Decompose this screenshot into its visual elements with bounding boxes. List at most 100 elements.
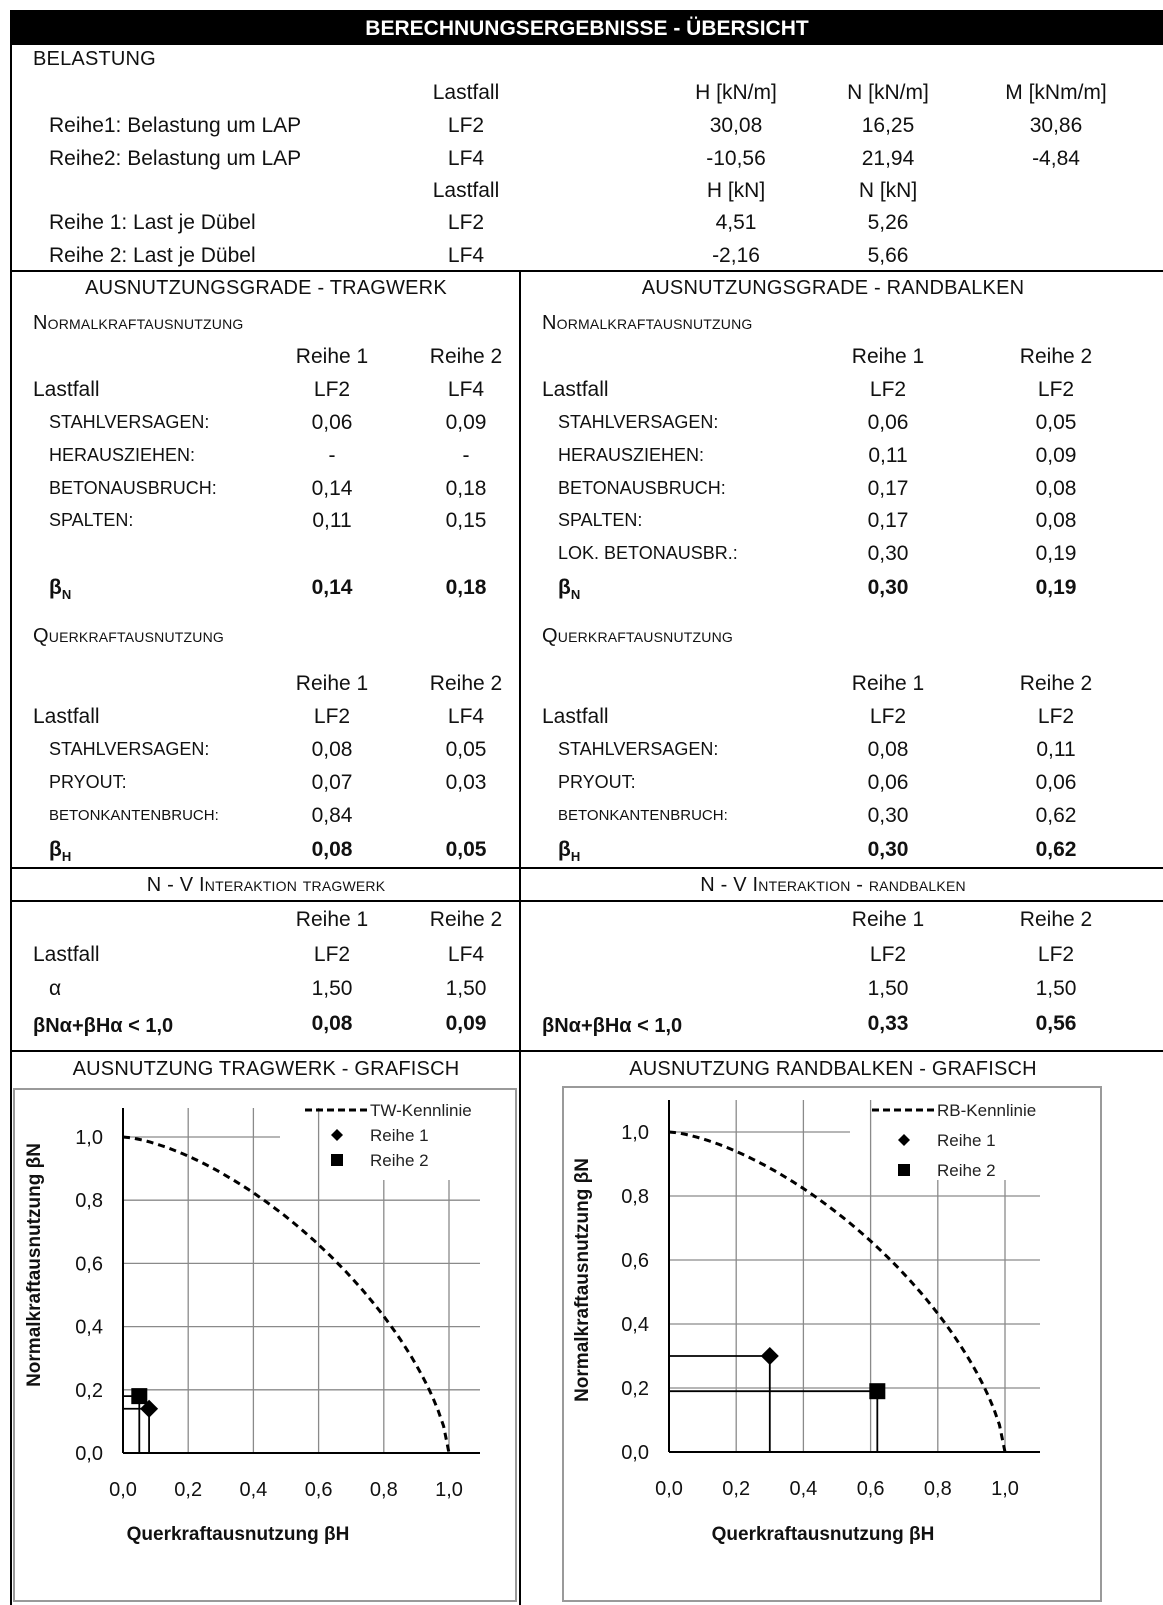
- beta-sub: N: [61, 587, 72, 603]
- tw-beta-n-v2: 0,18: [445, 576, 487, 599]
- rb-q-row-v2: 0,06: [1035, 771, 1077, 794]
- rb-n-row-v2: 0,19: [1035, 542, 1077, 565]
- legend-series-label: Reihe 1: [370, 1126, 429, 1145]
- legend-square-icon: [898, 1164, 910, 1176]
- x-axis-label: Querkraftausnutzung βH: [127, 1524, 350, 1545]
- rb-q-lf2: LF2: [1037, 705, 1075, 728]
- row-lf: LF2: [447, 114, 485, 137]
- tw-nv-col1: Reihe 1: [295, 908, 369, 931]
- x-tick-label: 0,6: [305, 1479, 333, 1501]
- divider-vertical: [519, 270, 521, 1605]
- row2-lf: LF4: [447, 244, 485, 267]
- x-tick-label: 0,0: [109, 1479, 137, 1501]
- tw-n-row-v1: 0,06: [311, 411, 353, 434]
- divider-nv-sub: [10, 900, 1163, 902]
- tw-nv-crit2: 0,09: [445, 1012, 487, 1035]
- tw-n-lf1: LF2: [313, 378, 351, 401]
- tw-nv-lf1: LF2: [313, 943, 351, 966]
- rb-n-row-v1: 0,17: [867, 477, 909, 500]
- page-title: BERECHNUNGSERGEBNISSE - ÜBERSICHT: [365, 17, 809, 40]
- rb-nv-crit2: 0,56: [1035, 1012, 1077, 1035]
- tw-n-row-label: BETONAUSBRUCH:: [49, 478, 217, 498]
- tw-q-row-label: BETONKANTENBRUCH:: [49, 807, 219, 824]
- divider-graph: [10, 1050, 1163, 1052]
- tw-q-col1: Reihe 1: [295, 672, 369, 695]
- row-m: 30,86: [1029, 114, 1083, 137]
- col-m: M [kNm/m]: [1005, 81, 1107, 104]
- beta-symbol: β: [558, 838, 571, 861]
- legend-series-label: Reihe 2: [370, 1151, 429, 1170]
- rb-nv-alpha1: 1,50: [867, 977, 909, 1000]
- y-tick-label: 0,0: [621, 1442, 649, 1464]
- tw-n-col1: Reihe 1: [295, 345, 369, 368]
- tw-nv-lastfall: Lastfall: [33, 943, 100, 966]
- x-axis-label: Querkraftausnutzung βH: [712, 1524, 935, 1545]
- rb-n-row-label: HERAUSZIEHEN:: [558, 445, 705, 465]
- tw-n-row-label: STAHLVERSAGEN:: [49, 412, 210, 432]
- tw-nv-alpha1: 1,50: [311, 977, 353, 1000]
- y-tick-label: 0,6: [75, 1253, 103, 1275]
- y-tick-label: 0,6: [621, 1250, 649, 1272]
- col-h2: H [kN]: [706, 179, 766, 202]
- beta-symbol: β: [49, 838, 62, 861]
- tw-n-col2: Reihe 2: [429, 345, 503, 368]
- tw-q-row-v2: 0,03: [445, 771, 487, 794]
- x-tick-label: 1,0: [435, 1479, 463, 1501]
- rb-q-row-label: BETONKANTENBRUCH:: [558, 807, 728, 824]
- col-n: N [kN/m]: [847, 81, 929, 104]
- x-tick-label: 0,8: [370, 1479, 398, 1501]
- rb-beta-h-v2: 0,62: [1035, 838, 1077, 861]
- legend-diamond-icon: [331, 1129, 343, 1141]
- x-tick-label: 0,8: [924, 1478, 952, 1500]
- rb-graph-heading: AUSNUTZUNG RANDBALKEN - GRAFISCH: [629, 1058, 1037, 1080]
- tw-beta-n-v1: 0,14: [311, 576, 353, 599]
- tw-q-row-v2: 0,05: [445, 738, 487, 761]
- x-tick-label: 0,0: [655, 1478, 683, 1500]
- rb-n-row-v2: 0,08: [1035, 477, 1077, 500]
- row-lf: LF4: [447, 147, 485, 170]
- rb-q-col2: Reihe 2: [1019, 672, 1093, 695]
- rb-n-row-v1: 0,06: [867, 411, 909, 434]
- row-n: 16,25: [861, 114, 915, 137]
- beta-sub: N: [570, 587, 581, 603]
- rb-beta-h-v1: 0,30: [867, 838, 909, 861]
- row-n: 21,94: [861, 147, 915, 170]
- rb-n-lastfall: Lastfall: [542, 378, 609, 401]
- y-tick-label: 0,4: [621, 1314, 649, 1336]
- col-lastfall2: Lastfall: [432, 179, 500, 202]
- rb-n-row-v1: 0,17: [867, 509, 909, 532]
- tw-q-row-label: STAHLVERSAGEN:: [49, 739, 210, 759]
- tw-q-row-label: PRYOUT:: [49, 772, 127, 792]
- interaction-curve: [122, 1135, 451, 1454]
- x-tick-label: 1,0: [991, 1478, 1019, 1500]
- rb-n-row-v2: 0,09: [1035, 444, 1077, 467]
- rb-nv-lf2: LF2: [1037, 943, 1075, 966]
- tw-nv-alpha2: 1,50: [445, 977, 487, 1000]
- data-point-diamond: [760, 1347, 779, 1365]
- tw-n-row-v2: 0,09: [445, 411, 487, 434]
- tw-n-row-v2: 0,18: [445, 477, 487, 500]
- rb-n-row-label: STAHLVERSAGEN:: [558, 412, 719, 432]
- row2-label: Reihe 2: Last je Dübel: [49, 244, 256, 267]
- rb-nv-alpha2: 1,50: [1035, 977, 1077, 1000]
- x-tick-label: 0,4: [239, 1479, 267, 1501]
- rb-q-lastfall: Lastfall: [542, 705, 609, 728]
- row2-n: 5,26: [867, 211, 909, 234]
- randbalken-heading: AUSNUTZUNGSGRADE - RANDBALKEN: [641, 277, 1025, 299]
- tw-graph-heading: AUSNUTZUNG TRAGWERK - GRAFISCH: [72, 1058, 460, 1080]
- beta-sub: H: [61, 849, 72, 865]
- rb-q-row-label: PRYOUT:: [558, 772, 636, 792]
- y-axis-label: Normalkraftausnutzung βN: [24, 1143, 45, 1387]
- rb-q-row-v1: 0,08: [867, 738, 909, 761]
- rb-n-lf1: LF2: [869, 378, 907, 401]
- x-tick-label: 0,6: [857, 1478, 885, 1500]
- rb-beta-h-label: βH: [558, 839, 580, 863]
- row-h: -10,56: [706, 147, 766, 170]
- rb-beta-n-v2: 0,19: [1035, 576, 1077, 599]
- row2-lf: LF2: [447, 211, 485, 234]
- beta-symbol: β: [558, 576, 571, 599]
- row-label: Reihe1: Belastung um LAP: [49, 114, 302, 137]
- rb-q-row-label: STAHLVERSAGEN:: [558, 739, 719, 759]
